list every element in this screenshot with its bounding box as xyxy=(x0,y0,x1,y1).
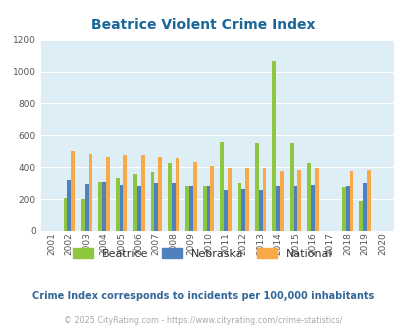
Bar xyxy=(123,155,127,231)
Bar xyxy=(349,171,353,231)
Bar xyxy=(150,172,154,231)
Bar xyxy=(220,142,224,231)
Bar xyxy=(168,163,171,231)
Bar xyxy=(71,151,75,231)
Bar xyxy=(189,186,192,231)
Text: © 2025 CityRating.com - https://www.cityrating.com/crime-statistics/: © 2025 CityRating.com - https://www.city… xyxy=(64,316,341,325)
Bar xyxy=(133,174,136,231)
Bar xyxy=(245,168,248,231)
Bar xyxy=(119,185,123,231)
Bar xyxy=(307,163,310,231)
Bar xyxy=(289,143,293,231)
Bar xyxy=(64,197,67,231)
Bar xyxy=(362,183,366,231)
Legend: Beatrice, Nebraska, National: Beatrice, Nebraska, National xyxy=(69,244,336,263)
Bar xyxy=(366,170,370,231)
Bar xyxy=(345,186,349,231)
Bar xyxy=(185,185,189,231)
Bar xyxy=(293,186,297,231)
Bar xyxy=(237,183,241,231)
Bar xyxy=(258,190,262,231)
Bar xyxy=(81,199,85,231)
Bar xyxy=(358,202,362,231)
Bar xyxy=(206,186,210,231)
Bar xyxy=(102,182,106,231)
Bar xyxy=(224,189,227,231)
Text: Beatrice Violent Crime Index: Beatrice Violent Crime Index xyxy=(91,18,314,32)
Bar xyxy=(154,183,158,231)
Bar xyxy=(67,180,71,231)
Bar xyxy=(202,185,206,231)
Bar xyxy=(297,170,301,231)
Bar xyxy=(275,186,279,231)
Bar xyxy=(314,168,318,231)
Bar xyxy=(262,168,266,231)
Bar xyxy=(254,143,258,231)
Bar xyxy=(192,162,196,231)
Bar xyxy=(272,61,275,231)
Text: Crime Index corresponds to incidents per 100,000 inhabitants: Crime Index corresponds to incidents per… xyxy=(32,291,373,301)
Bar xyxy=(175,158,179,231)
Bar xyxy=(98,182,102,231)
Bar xyxy=(136,186,141,231)
Bar xyxy=(279,171,283,231)
Bar xyxy=(85,184,88,231)
Bar xyxy=(88,154,92,231)
Bar xyxy=(310,185,314,231)
Bar xyxy=(241,189,245,231)
Bar xyxy=(341,187,345,231)
Bar xyxy=(141,155,144,231)
Bar xyxy=(115,178,119,231)
Bar xyxy=(158,157,162,231)
Bar xyxy=(106,157,110,231)
Bar xyxy=(210,166,214,231)
Bar xyxy=(171,183,175,231)
Bar xyxy=(227,168,231,231)
